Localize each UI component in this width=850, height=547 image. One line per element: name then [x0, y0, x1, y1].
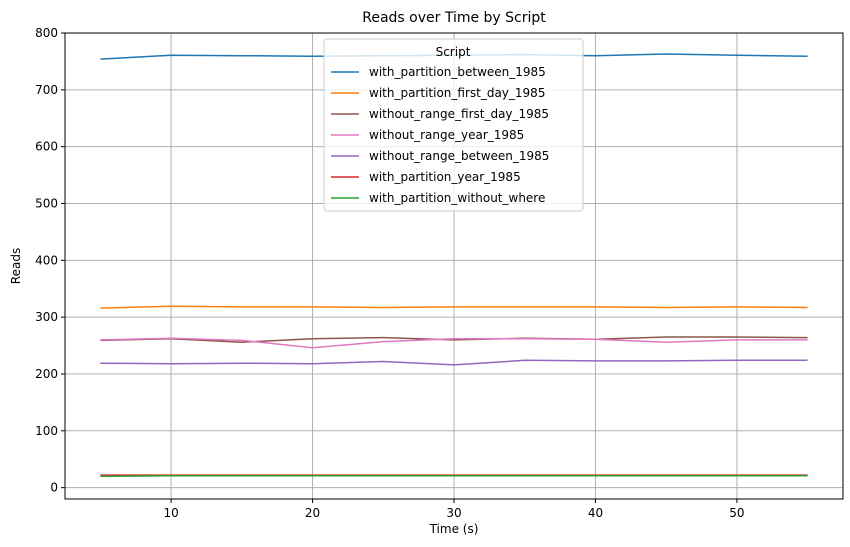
legend: Script with_partition_between_1985with_p… — [323, 38, 584, 212]
x-tick-label: 10 — [163, 506, 178, 520]
y-tick-label: 0 — [50, 481, 58, 495]
y-tick-label: 200 — [35, 367, 58, 381]
x-tick-label: 30 — [446, 506, 461, 520]
x-tick-label: 20 — [305, 506, 320, 520]
series-line — [100, 359, 808, 366]
legend-label: without_range_year_1985 — [369, 128, 524, 142]
legend-label: without_range_first_day_1985 — [369, 107, 549, 121]
y-tick-label: 800 — [35, 26, 58, 40]
series-line — [100, 337, 808, 349]
series-line — [100, 336, 808, 343]
series-line — [100, 305, 808, 309]
y-tick-label: 400 — [35, 253, 58, 267]
legend-box — [323, 38, 584, 212]
chart-title: Reads over Time by Script — [362, 10, 546, 26]
legend-title: Script — [436, 45, 471, 59]
series-lines — [100, 53, 808, 478]
series-line — [100, 474, 808, 478]
x-tick-label: 50 — [729, 506, 744, 520]
legend-label: without_range_between_1985 — [369, 149, 549, 163]
y-tick-label: 500 — [35, 196, 58, 210]
legend-label: with_partition_first_day_1985 — [369, 86, 545, 100]
y-tick-label: 700 — [35, 83, 58, 97]
x-tick-label: 40 — [588, 506, 603, 520]
y-axis-title: Reads — [9, 248, 23, 284]
y-tick-label: 300 — [35, 310, 58, 324]
x-axis-title: Time (s) — [429, 522, 479, 536]
legend-label: with_partition_year_1985 — [369, 170, 521, 184]
legend-label: with_partition_between_1985 — [369, 65, 546, 79]
y-tick-label: 600 — [35, 140, 58, 154]
legend-items: with_partition_between_1985 with_partitio… — [331, 65, 549, 205]
legend-label: with_partition_without_where — [369, 191, 545, 205]
y-tick-label: 100 — [35, 424, 58, 438]
